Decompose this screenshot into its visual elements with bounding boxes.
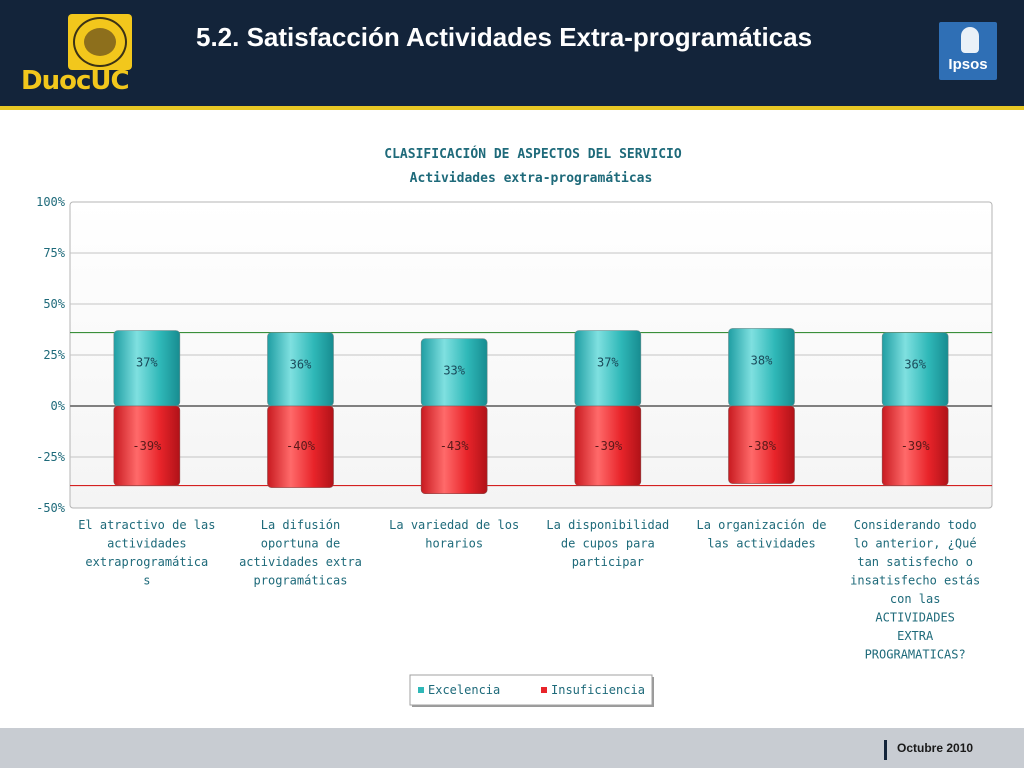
- data-label-insuficiencia: -43%: [440, 439, 470, 453]
- category-label: horarios: [425, 537, 483, 551]
- crest-center: [84, 28, 116, 56]
- category-label: extraprogramática: [85, 555, 208, 569]
- category-label: tan satisfecho o: [857, 555, 973, 569]
- category-label: El atractivo de las: [78, 518, 215, 532]
- category-label: s: [143, 574, 150, 588]
- data-label-excelencia: 36%: [290, 358, 312, 372]
- footer-date: Octubre 2010: [897, 741, 974, 755]
- category-label: La variedad de los: [389, 518, 519, 532]
- category-label: Considerando todo: [854, 518, 977, 532]
- data-label-insuficiencia: -39%: [132, 439, 162, 453]
- category-label: programáticas: [254, 574, 348, 588]
- chart-title: CLASIFICACIÓN DE ASPECTOS DEL SERVICIO: [384, 146, 682, 162]
- y-tick-label: 0%: [51, 399, 66, 413]
- category-label: oportuna de: [261, 537, 340, 551]
- legend-swatch-excelencia: [418, 687, 424, 693]
- legend-swatch-insuficiencia: [541, 687, 547, 693]
- data-label-excelencia: 37%: [597, 356, 619, 370]
- category-label: ACTIVIDADES: [875, 611, 954, 625]
- category-label: La difusión: [261, 518, 340, 532]
- data-label-excelencia: 38%: [751, 353, 773, 367]
- data-label-excelencia: 37%: [136, 356, 158, 370]
- category-label: de cupos para: [561, 537, 655, 551]
- category-label: La organización de: [696, 518, 826, 532]
- category-label: insatisfecho estás: [850, 574, 980, 588]
- page-title: 5.2. Satisfacción Actividades Extra-prog…: [196, 22, 813, 52]
- y-tick-label: 100%: [36, 195, 66, 209]
- y-tick-label: 50%: [43, 297, 65, 311]
- data-label-insuficiencia: -39%: [593, 439, 623, 453]
- category-label: La disponibilidad: [546, 518, 669, 532]
- duocuc-logo: DuocUC: [18, 14, 136, 96]
- header-bar: DuocUC 5.2. Satisfacción Actividades Ext…: [0, 0, 1024, 106]
- category-label: actividades: [107, 537, 186, 551]
- data-label-excelencia: 36%: [904, 358, 926, 372]
- category-label: con las: [890, 592, 941, 606]
- data-label-insuficiencia: -40%: [286, 439, 316, 453]
- y-tick-label: 75%: [43, 246, 65, 260]
- crest-ring: [73, 17, 127, 67]
- y-tick-label: -50%: [36, 501, 66, 515]
- bar-insuficiencia: [728, 405, 795, 484]
- bar-insuficiencia: [420, 405, 488, 495]
- bar-insuficiencia: [574, 405, 642, 486]
- bar-insuficiencia: [113, 405, 181, 486]
- category-label: lo anterior, ¿Qué: [854, 537, 977, 551]
- category-label: EXTRA: [897, 629, 934, 643]
- category-label: PROGRAMATICAS?: [865, 648, 966, 662]
- satisfaction-bar-chart: CLASIFICACIÓN DE ASPECTOS DEL SERVICIO A…: [36, 146, 993, 707]
- category-label: actividades extra: [239, 555, 362, 569]
- legend-box: [409, 674, 653, 706]
- footer-bar: Octubre 2010: [0, 728, 1024, 768]
- legend-label-insuficiencia: Insuficiencia: [551, 683, 645, 697]
- y-tick-label: -25%: [36, 450, 66, 464]
- category-label: participar: [572, 555, 644, 569]
- legend-label-excelencia: Excelencia: [428, 683, 500, 697]
- y-tick-label: 25%: [43, 348, 65, 362]
- data-label-insuficiencia: -39%: [901, 439, 931, 453]
- footer-divider: [884, 740, 887, 760]
- duocuc-logo-text: DuocUC: [21, 66, 130, 96]
- chart-container: CLASIFICACIÓN DE ASPECTOS DEL SERVICIO A…: [0, 138, 1024, 713]
- bar-insuficiencia: [881, 405, 949, 486]
- ipsos-logo: Ipsos: [939, 22, 997, 80]
- header-accent-line: [0, 106, 1024, 110]
- bar-insuficiencia: [267, 405, 334, 488]
- data-label-excelencia: 33%: [443, 364, 465, 378]
- ipsos-logo-text: Ipsos: [948, 56, 988, 73]
- data-label-insuficiencia: -38%: [747, 439, 777, 453]
- ipsos-head-icon: [961, 27, 979, 53]
- category-label: las actividades: [707, 537, 815, 551]
- chart-subtitle: Actividades extra-programáticas: [410, 171, 653, 186]
